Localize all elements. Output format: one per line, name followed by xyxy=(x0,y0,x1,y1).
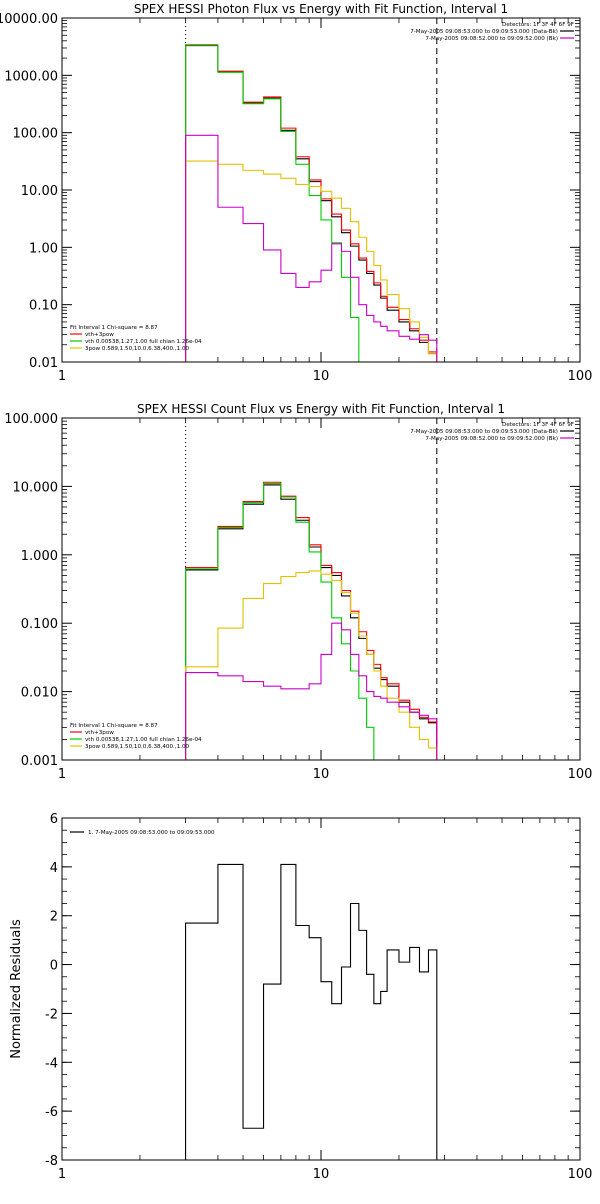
legend-bottom-text: vth+3pow xyxy=(85,332,114,338)
y-axis-label: Normalized Residuals xyxy=(9,919,24,1059)
series-line-1 xyxy=(185,863,438,1160)
plot-title: SPEX HESSI Count Flux vs Energy with Fit… xyxy=(137,402,505,416)
chart-panel-3: Normalized Residuals 1 10 100 6 4 2 0 -2 -4 -6 -8 1.… xyxy=(9,812,592,1182)
x-tick-label: 100 xyxy=(568,369,593,384)
series-line-2 xyxy=(185,481,438,760)
x-tick-label: 10 xyxy=(313,1167,330,1182)
legend-top-text: Detectors: 1F 3F 4F 6F 9F xyxy=(502,422,574,428)
y-tick-label: 4 xyxy=(50,861,58,876)
y-tick-label: 10.00 xyxy=(21,184,58,199)
plot-frame xyxy=(61,817,581,1161)
x-tick-label: 1 xyxy=(58,369,66,384)
chart-panel-1: SPEX HESSI Photon Flux vs Energy with Fi… xyxy=(0,2,592,384)
x-tick-label: 10 xyxy=(313,369,330,384)
series-group xyxy=(185,863,438,1160)
series-line-2 xyxy=(185,44,438,362)
y-tick-label: 0.001 xyxy=(21,754,58,769)
series-line-5 xyxy=(185,134,438,362)
plot-frame xyxy=(61,17,581,363)
y-tick-label: 0 xyxy=(50,959,58,974)
legend-bottom-text: vth+3pow xyxy=(85,730,114,736)
legend-bottom-text: vth 0.00538,1.27,1.00 full chian 1.26e-0… xyxy=(85,339,202,345)
y-tick-label: -6 xyxy=(45,1105,58,1120)
y-tick-label: 1.00 xyxy=(29,241,58,256)
plot-frame xyxy=(61,417,581,761)
y-tick-label: 0.010 xyxy=(21,686,58,701)
legend-bottom-text: Fit Interval 1 Chi-square = 8.87 xyxy=(70,325,158,331)
series-line-3 xyxy=(185,44,374,362)
y-tick-label: -2 xyxy=(45,1007,58,1022)
legend-bottom-text: Fit Interval 1 Chi-square = 8.87 xyxy=(70,723,158,729)
series-line-5 xyxy=(185,622,438,760)
y-tick-label: 1.000 xyxy=(21,549,58,564)
series-group xyxy=(185,44,438,362)
legend-top-text: 7-May-2005 09:08:53.000 to 09:09:53.000 … xyxy=(410,29,558,35)
series-line-3 xyxy=(185,483,381,760)
chart-panel-2: SPEX HESSI Count Flux vs Energy with Fit… xyxy=(4,402,592,782)
y-tick-label: 10.000 xyxy=(13,480,59,495)
legend-top-text: 7-May-2005 09:08:53.000 to 09:09:53.000 … xyxy=(410,429,558,435)
y-tick-label: 2 xyxy=(50,910,58,925)
y-tick-label: 0.100 xyxy=(21,617,58,632)
y-tick-label: 100.00 xyxy=(13,127,59,142)
y-tick-label: -4 xyxy=(45,1056,58,1071)
y-tick-label: 0.01 xyxy=(29,356,58,371)
y-tick-label: -8 xyxy=(45,1154,58,1169)
series-line-4 xyxy=(185,160,438,362)
x-tick-label: 100 xyxy=(568,767,593,782)
legend-top-text: 1. 7-May-2005 09:08:53.000 to 09:09:53.0… xyxy=(88,830,215,836)
legend-top-text: 7-May-2005 09:08:52.000 to 09:09:52.000 … xyxy=(425,36,558,42)
legend-bottom-text: vth 0.00538,1.27,1.00 full chian 1.26e-0… xyxy=(85,737,202,743)
x-tick-label: 1 xyxy=(58,1167,66,1182)
x-tick-label: 100 xyxy=(568,1167,593,1182)
legend-bottom-text: 3pow 0.589,1.50,10.0,6.38,400.,1.00 xyxy=(85,744,190,750)
x-tick-label: 10 xyxy=(313,767,330,782)
y-tick-label: 6 xyxy=(50,812,58,827)
legend-bottom-text: 3pow 0.589,1.50,10.0,6.38,400.,1.00 xyxy=(85,346,190,352)
plot-title: SPEX HESSI Photon Flux vs Energy with Fi… xyxy=(134,2,508,16)
y-tick-label: 100.000 xyxy=(4,412,58,427)
legend-top-text: 7-May-2005 09:08:52.000 to 09:09:52.000 … xyxy=(425,436,558,442)
y-tick-label: 10000.00 xyxy=(0,12,58,27)
series-line-4 xyxy=(185,570,438,760)
y-tick-label: 1000.00 xyxy=(4,69,58,84)
series-group xyxy=(185,481,438,760)
y-tick-label: 0.10 xyxy=(29,299,58,314)
x-tick-label: 1 xyxy=(58,767,66,782)
legend-top-text: Detectors: 1F 3F 4F 6F 9F xyxy=(502,22,574,28)
